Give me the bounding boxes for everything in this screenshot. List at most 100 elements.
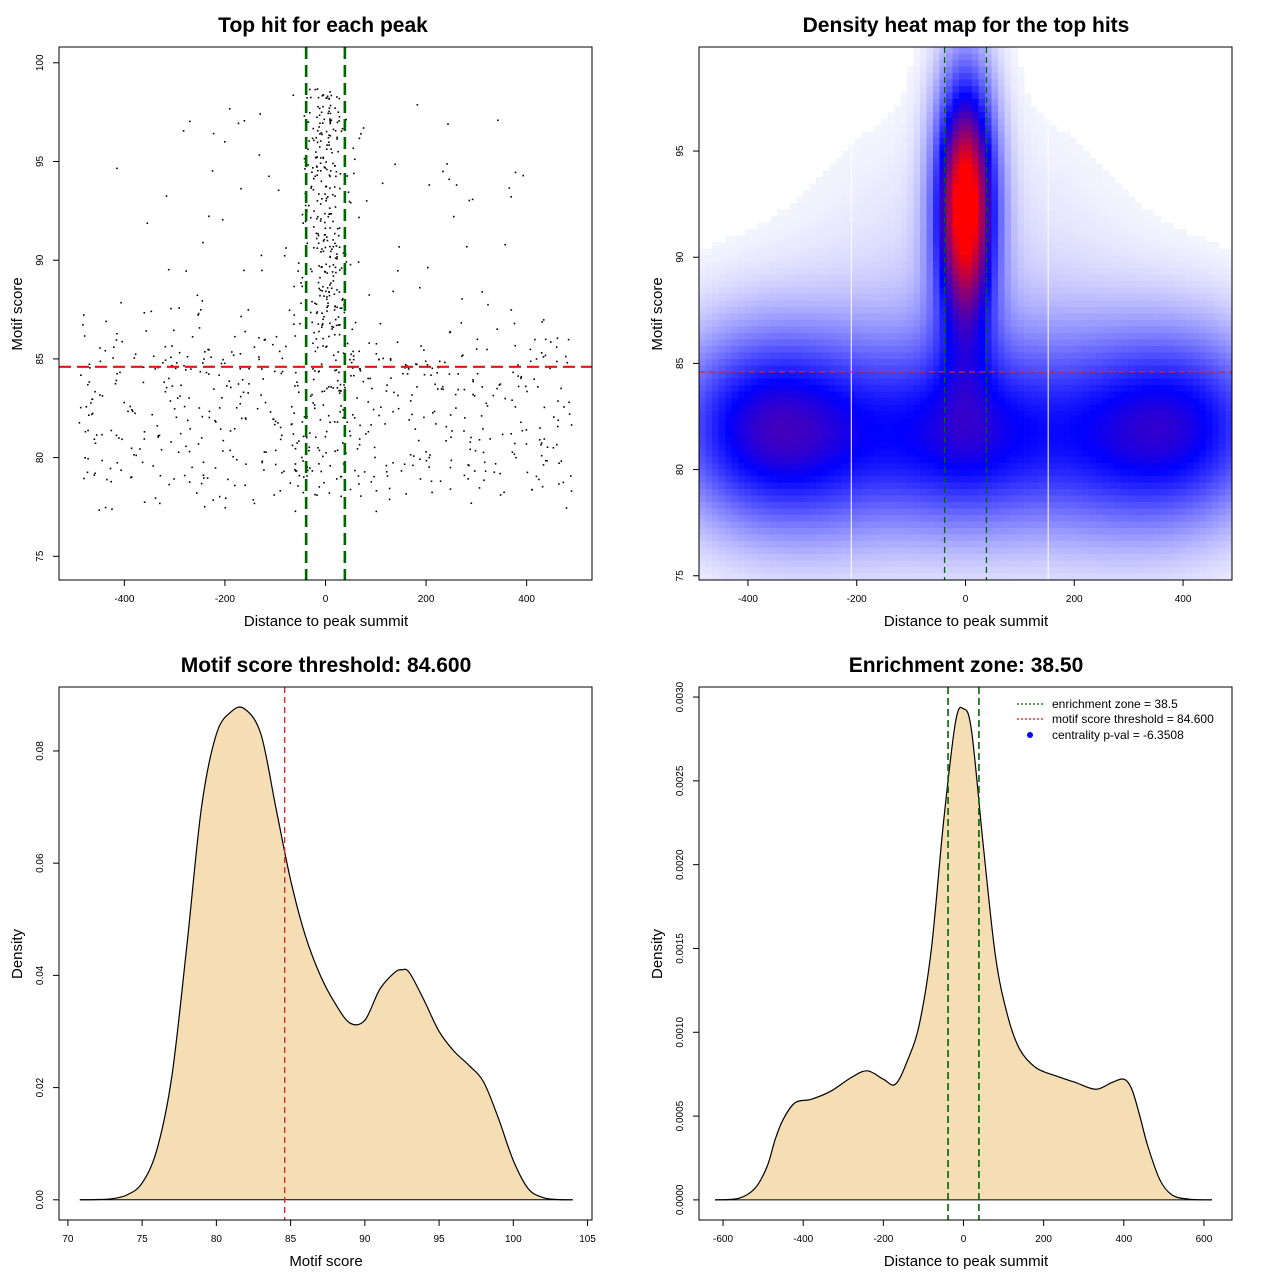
heatmap-cell [952, 157, 960, 165]
heatmap-cell [1043, 320, 1051, 328]
heatmap-cell [1056, 157, 1064, 165]
heatmap-cell [952, 235, 960, 243]
heatmap-cell [1212, 365, 1220, 373]
heatmap-cell [926, 53, 934, 61]
heatmap-cell [978, 398, 986, 406]
heatmap-cell [1017, 313, 1025, 321]
heatmap-cell [1050, 183, 1058, 191]
heatmap-cell [998, 190, 1006, 198]
heatmap-cell [738, 378, 746, 386]
scatter-point [179, 432, 182, 435]
heatmap-cell [907, 333, 915, 341]
heatmap-cell [894, 229, 902, 237]
heatmap-cell [829, 274, 837, 282]
heatmap-cell [705, 333, 713, 341]
heatmap-cell [855, 346, 863, 354]
heatmap-cell [1206, 313, 1214, 321]
heatmap-cell [887, 138, 895, 146]
heatmap-cell [855, 138, 863, 146]
heatmap-cell [809, 190, 817, 198]
scatter-point [423, 373, 426, 376]
heatmap-cell [1089, 209, 1097, 217]
heatmap-cell [881, 222, 889, 230]
scatter-point [329, 119, 331, 122]
heatmap-cell [744, 463, 752, 471]
heatmap-cell [1219, 378, 1227, 386]
heatmap-cell [920, 294, 928, 302]
heatmap-cell [998, 430, 1006, 438]
heatmap-cell [816, 196, 824, 204]
heatmap-cell [1225, 313, 1232, 321]
scatter-point [283, 255, 286, 257]
heatmap-cell [796, 385, 804, 393]
heatmap-cell [842, 398, 850, 406]
heatmap-cell [705, 463, 713, 471]
heatmap-cell [998, 125, 1006, 133]
heatmap-cell [946, 248, 954, 256]
heatmap-cell [803, 450, 811, 458]
heatmap-cell [926, 86, 934, 94]
heatmap-cell [1128, 430, 1136, 438]
heatmap-cell [1069, 417, 1077, 425]
scatter-point [339, 324, 341, 326]
heatmap-cell [965, 385, 973, 393]
heatmap-cell [1043, 359, 1051, 367]
heatmap-cell [1154, 417, 1162, 425]
heatmap-cell [835, 391, 843, 399]
heatmap-cell [738, 346, 746, 354]
heatmap-cell [1017, 450, 1025, 458]
scatter-point [303, 476, 305, 478]
scatter-point [562, 481, 565, 484]
heatmap-cell [790, 242, 798, 250]
heatmap-cell [939, 131, 947, 139]
heatmap-cell [1050, 203, 1058, 211]
heatmap-cell [946, 372, 954, 380]
heatmap-cell [900, 437, 908, 445]
heatmap-cell [991, 229, 999, 237]
heatmap-cell [978, 281, 986, 289]
heatmap-cell [978, 365, 986, 373]
heatmap-cell [796, 313, 804, 321]
heatmap-cell [777, 209, 785, 217]
heatmap-cell [1102, 313, 1110, 321]
scatter-point [329, 122, 331, 125]
heatmap-cell [1024, 183, 1032, 191]
scatter-point [436, 372, 438, 374]
heatmap-cell [731, 261, 739, 269]
heatmap-cell [894, 391, 902, 399]
heatmap-cell [1076, 209, 1084, 217]
heatmap-cell [1186, 261, 1194, 269]
heatmap-cell [978, 352, 986, 360]
heatmap-cell [1154, 261, 1162, 269]
heatmap-cell [1089, 177, 1097, 185]
heatmap-cell [907, 79, 915, 87]
heatmap-cell [985, 60, 993, 68]
scatter-point [244, 484, 246, 487]
heatmap-cell [1043, 287, 1051, 295]
heatmap-cell [1160, 372, 1168, 380]
heatmap-cell [985, 359, 993, 367]
heatmap-cell [751, 300, 759, 308]
heatmap-cell [1134, 229, 1142, 237]
heatmap-cell [972, 326, 980, 334]
heatmap-cell [965, 450, 973, 458]
heatmap-cell [712, 378, 720, 386]
heatmap-cell [985, 430, 993, 438]
heatmap-cell [1095, 177, 1103, 185]
heatmap-cell [1076, 248, 1084, 256]
heatmap-cell [1108, 404, 1116, 412]
scatter-point [338, 97, 341, 100]
heatmap-cell [959, 209, 967, 217]
heatmap-cell [1128, 333, 1136, 341]
heatmap-cell [985, 170, 993, 178]
heatmap-cell [796, 281, 804, 289]
scatter-point [328, 134, 330, 136]
heatmap-cell [1050, 144, 1058, 152]
heatmap-cell [900, 398, 908, 406]
heatmap-cell [1212, 261, 1220, 269]
heatmap-cell [1076, 196, 1084, 204]
heatmap-cell [777, 242, 785, 250]
heatmap-cell [1069, 170, 1077, 178]
scatter-point [198, 327, 201, 329]
heatmap-cell [907, 196, 915, 204]
